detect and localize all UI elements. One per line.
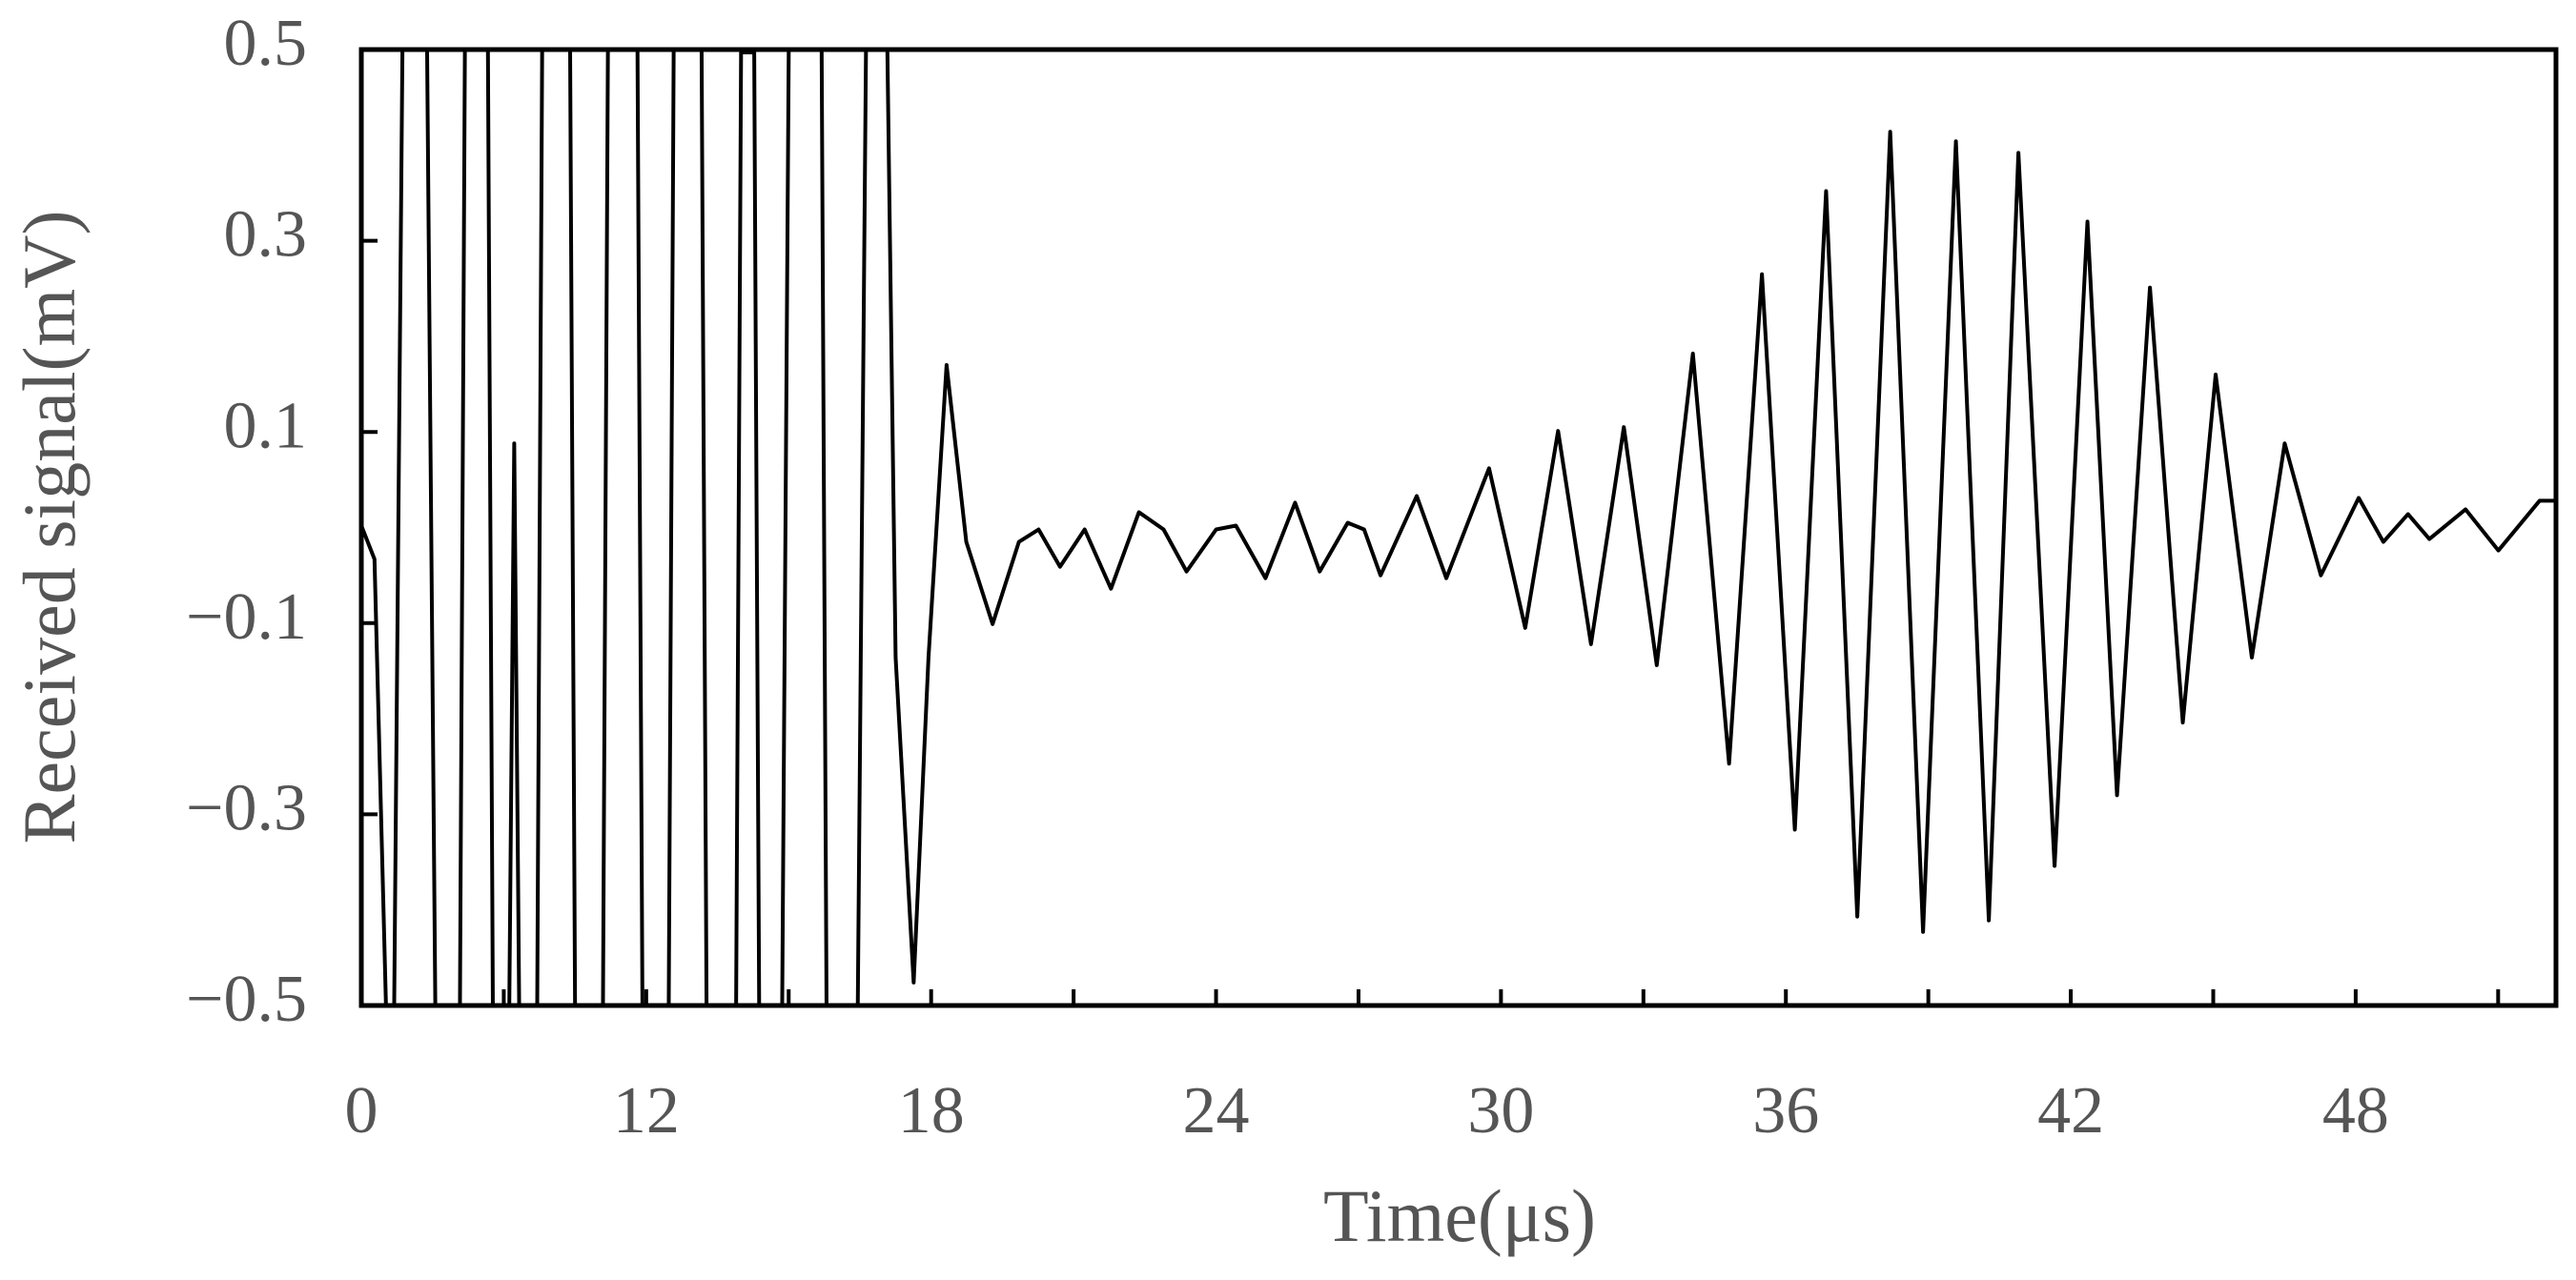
y-tick-label: −0.5 [186,963,307,1036]
x-tick-label: 18 [898,1074,965,1148]
y-tick-label: 0.1 [224,389,308,462]
y-tick-label: −0.1 [186,580,307,654]
y-tick-label: 0.5 [224,7,308,80]
x-tick-label: 48 [2322,1074,2389,1148]
y-axis-title: Received signal(mV) [8,211,91,844]
x-tick-label: 36 [1752,1074,1819,1148]
signal-line [361,50,2556,1006]
y-tick-label: 0.3 [224,198,308,272]
x-tick-label: 24 [1183,1074,1250,1148]
x-tick-label: 42 [2037,1074,2104,1148]
plot-frame [358,47,2559,1008]
x-axis-title: Time(μs) [1323,1174,1596,1257]
x-tick-label: 30 [1467,1074,1534,1148]
y-tick-label: −0.3 [186,771,307,844]
x-tick-label: 0 [345,1074,378,1148]
x-tick-label: 12 [613,1074,680,1148]
